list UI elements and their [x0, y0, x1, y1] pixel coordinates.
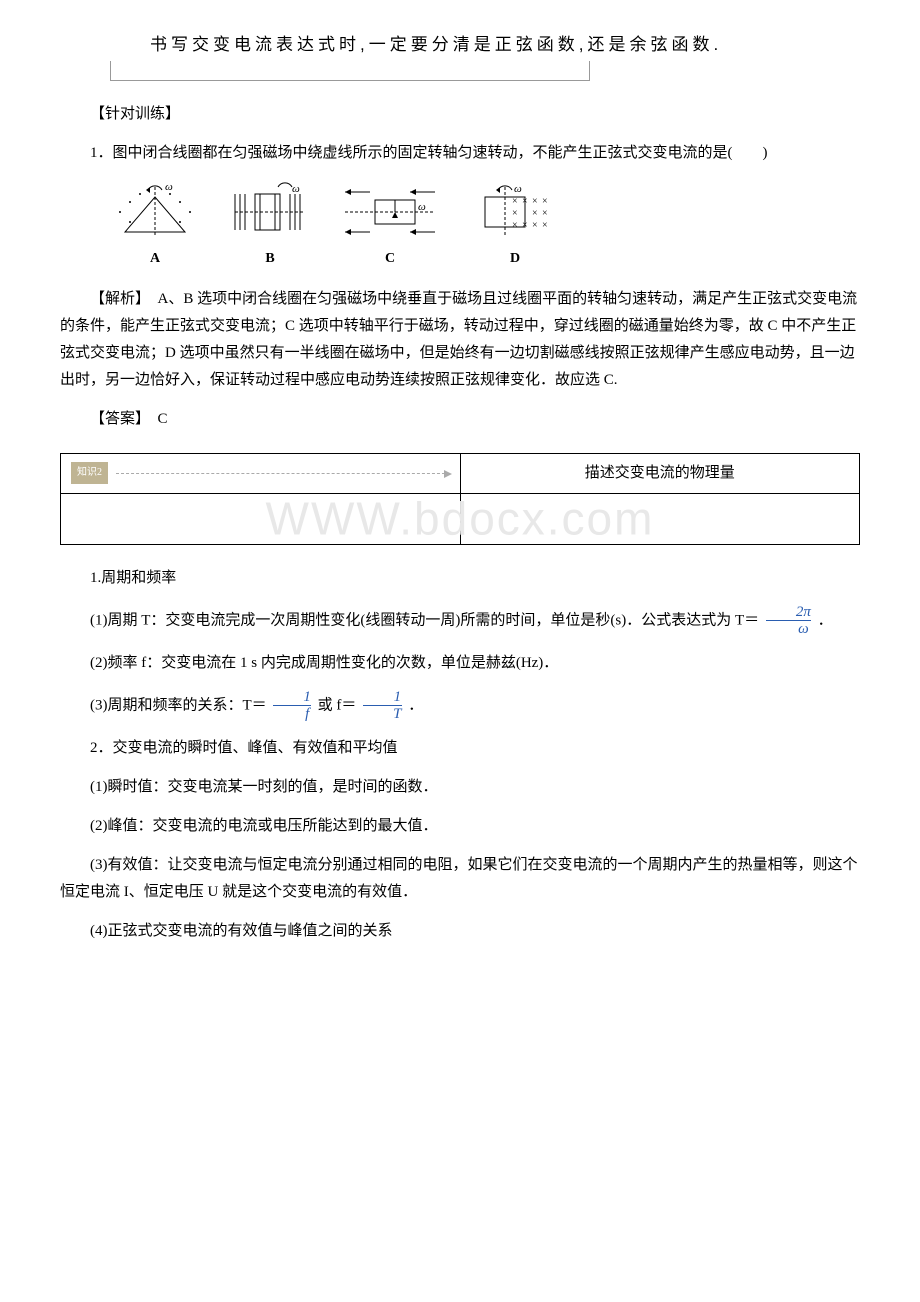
answer-value: C [143, 411, 168, 427]
answer: 【答案】 C [60, 406, 860, 433]
question-1: 1．图中闭合线圈都在匀强磁场中绕虚线所示的固定转轴匀速转动，不能产生正弦式交变电… [60, 140, 860, 167]
svg-text:ω: ω [418, 201, 426, 213]
callout-bracket [110, 61, 590, 81]
answer-label: 【答案】 [90, 411, 143, 427]
diagram-b: ω B [230, 182, 310, 271]
s1-item-3: (3)周期和频率的关系：T＝ 1f 或 f＝ 1T ． [60, 689, 860, 723]
practice-heading: 【针对训练】 [60, 101, 860, 128]
callout-text: 书写交变电流表达式时,一定要分清是正弦函数,还是余弦函数. [150, 30, 860, 61]
diagram-d-label: D [510, 246, 520, 271]
svg-text:×: × [512, 220, 518, 231]
svg-text:×: × [532, 220, 538, 231]
knowledge-title: 描述交变电流的物理量 [461, 454, 860, 493]
s1-item-2: (2)频率 f：交变电流在 1 s 内完成周期性变化的次数，单位是赫兹(Hz)． [60, 650, 860, 677]
diagram-d: ×× ×× ×× × ×× ×× ω D [470, 182, 560, 271]
diagram-c-svg: ω [340, 182, 440, 242]
s1-3-text-a: (3)周期和频率的关系：T＝ [90, 697, 267, 713]
svg-text:ω: ω [292, 183, 300, 195]
svg-text:×: × [532, 196, 538, 207]
knowledge-table: 知识2 描述交变电流的物理量 WWW.bdocx.com [60, 453, 860, 545]
svg-text:×: × [542, 196, 548, 207]
svg-text:×: × [512, 196, 518, 207]
analysis: 【解析】 A、B 选项中闭合线圈在匀强磁场中绕垂直于磁场且过线圈平面的转轴匀速转… [60, 286, 860, 394]
diagram-a-label: A [150, 246, 160, 271]
knowledge-tag: 知识2 [71, 462, 108, 484]
diagram-c-label: C [385, 246, 395, 271]
analysis-label: 【解析】 [90, 291, 143, 307]
diagram-d-svg: ×× ×× ×× × ×× ×× ω [470, 182, 560, 242]
fraction-1-f: 1f [273, 689, 311, 723]
svg-text:×: × [532, 208, 538, 219]
s1-3-text-b: 或 f＝ [318, 697, 357, 713]
s2-item-2: (2)峰值：交变电流的电流或电压所能达到的最大值． [60, 813, 860, 840]
diagram-row: ω A ω B ω C [110, 182, 860, 271]
arrow-icon [116, 473, 450, 474]
svg-text:×: × [542, 220, 548, 231]
diagram-b-svg: ω [230, 182, 310, 242]
s1-1-text-b: ． [818, 612, 833, 628]
s2-item-4: (4)正弦式交变电流的有效值与峰值之间的关系 [60, 918, 860, 945]
svg-text:×: × [542, 208, 548, 219]
diagram-c: ω C [340, 182, 440, 271]
diagram-b-label: B [265, 246, 274, 271]
fraction-1-t: 1T [363, 689, 401, 723]
section-2-title: 2．交变电流的瞬时值、峰值、有效值和平均值 [60, 735, 860, 762]
watermark-row: WWW.bdocx.com [61, 494, 859, 544]
diagram-a: ω A [110, 182, 200, 271]
s1-item-1: (1)周期 T：交变电流完成一次周期性变化(线圈转动一周)所需的时间，单位是秒(… [60, 604, 860, 638]
analysis-text: A、B 选项中闭合线圈在匀强磁场中绕垂直于磁场且过线圈平面的转轴匀速转动，满足产… [60, 291, 857, 388]
fraction-2pi-omega: 2πω [766, 604, 811, 638]
s2-item-3: (3)有效值：让交变电流与恒定电流分别通过相同的电阻，如果它们在交变电流的一个周… [60, 852, 860, 906]
svg-text:ω: ω [165, 182, 173, 193]
svg-text:×: × [522, 196, 528, 207]
section-1-title: 1.周期和频率 [60, 565, 860, 592]
svg-text:×: × [512, 208, 518, 219]
svg-text:ω: ω [514, 183, 522, 195]
s1-3-text-c: ． [408, 697, 423, 713]
s1-1-text-a: (1)周期 T：交变电流完成一次周期性变化(线圈转动一周)所需的时间，单位是秒(… [90, 612, 759, 628]
diagram-a-svg: ω [110, 182, 200, 242]
svg-text:×: × [522, 220, 528, 231]
s2-item-1: (1)瞬时值：交变电流某一时刻的值，是时间的函数． [60, 774, 860, 801]
